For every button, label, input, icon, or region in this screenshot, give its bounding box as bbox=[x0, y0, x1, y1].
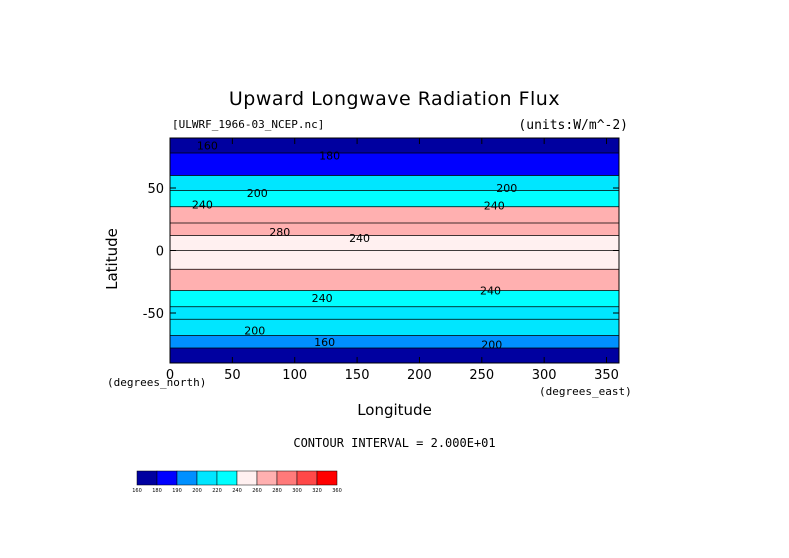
x-tick-label-6: 300 bbox=[532, 368, 557, 383]
x-tick-label-5: 250 bbox=[469, 368, 494, 383]
y-axis-units: (degrees_north) bbox=[107, 376, 207, 389]
field-band-8 bbox=[170, 269, 619, 291]
field-band-12 bbox=[170, 335, 619, 348]
field-band-3 bbox=[170, 190, 619, 207]
field-band-13 bbox=[170, 348, 619, 363]
colorbar-label-0: 160 bbox=[132, 488, 142, 494]
contour-label-0: 180 bbox=[319, 150, 340, 163]
field-band-0 bbox=[170, 138, 619, 153]
field-band-11 bbox=[170, 319, 619, 336]
contour-label-10: 200 bbox=[244, 325, 265, 338]
units-label: (units:W/m^-2) bbox=[518, 118, 628, 133]
x-tick-label-4: 200 bbox=[407, 368, 432, 383]
colorbar-swatch-6 bbox=[256, 470, 278, 486]
colorbar-label-8: 300 bbox=[292, 488, 302, 494]
x-axis-label: Longitude bbox=[357, 401, 432, 419]
y-tick-label-0: 50 bbox=[147, 182, 164, 197]
x-tick-label-0: 0 bbox=[166, 368, 174, 383]
colorbar-label-2: 190 bbox=[172, 488, 182, 494]
colorbar-label-1: 180 bbox=[152, 488, 162, 494]
colorbar-label-7: 280 bbox=[272, 488, 282, 494]
file-label: [ULWRF_1966-03_NCEP.nc] bbox=[172, 118, 325, 131]
contour-label-4: 200 bbox=[496, 182, 517, 195]
contour-label-5: 240 bbox=[484, 200, 505, 213]
x-tick-label-1: 50 bbox=[224, 368, 241, 383]
contour-label-7: 240 bbox=[349, 232, 370, 245]
colorbar-label-5: 240 bbox=[232, 488, 242, 494]
contour-label-12: 200 bbox=[481, 338, 502, 351]
x-tick-label-2: 100 bbox=[282, 368, 307, 383]
colorbar-swatch-9 bbox=[316, 470, 338, 486]
field-band-6 bbox=[170, 235, 619, 251]
colorbar-label-9: 320 bbox=[312, 488, 322, 494]
contour-label-1: 160 bbox=[197, 140, 218, 153]
colorbar-label-6: 260 bbox=[252, 488, 262, 494]
x-tick-label-3: 150 bbox=[345, 368, 370, 383]
colorbar-label-3: 200 bbox=[192, 488, 202, 494]
x-axis-units: (degrees_east) bbox=[539, 385, 632, 398]
colorbar-label-10: 360 bbox=[332, 488, 342, 494]
contour-interval-label: CONTOUR INTERVAL = 2.000E+01 bbox=[293, 436, 496, 450]
x-tick-label-7: 350 bbox=[594, 368, 619, 383]
contour-label-2: 200 bbox=[247, 187, 268, 200]
colorbar-swatch-0 bbox=[136, 470, 158, 486]
field-band-1 bbox=[170, 153, 619, 176]
contour-label-3: 240 bbox=[192, 198, 213, 211]
colorbar-swatch-5 bbox=[236, 470, 258, 486]
contour-label-11: 160 bbox=[314, 336, 335, 349]
colorbar-swatch-1 bbox=[156, 470, 178, 486]
field-band-10 bbox=[170, 306, 619, 320]
y-tick-label-1: 0 bbox=[156, 245, 164, 260]
contour-label-8: 240 bbox=[312, 292, 333, 305]
colorbar-swatch-7 bbox=[276, 470, 298, 486]
field-band-4 bbox=[170, 206, 619, 223]
field-band-7 bbox=[170, 250, 619, 270]
colorbar-swatch-4 bbox=[216, 470, 238, 486]
colorbar-label-4: 220 bbox=[212, 488, 222, 494]
y-tick-label-2: -50 bbox=[143, 307, 164, 322]
colorbar-swatch-2 bbox=[176, 470, 198, 486]
contour-label-6: 280 bbox=[269, 226, 290, 239]
field-band-9 bbox=[170, 290, 619, 307]
colorbar-swatch-3 bbox=[196, 470, 218, 486]
field-band-2 bbox=[170, 175, 619, 191]
colorbar-swatch-8 bbox=[296, 470, 318, 486]
contour-label-9: 240 bbox=[480, 285, 501, 298]
field-band-5 bbox=[170, 223, 619, 236]
chart-title: Upward Longwave Radiation Flux bbox=[228, 88, 561, 110]
